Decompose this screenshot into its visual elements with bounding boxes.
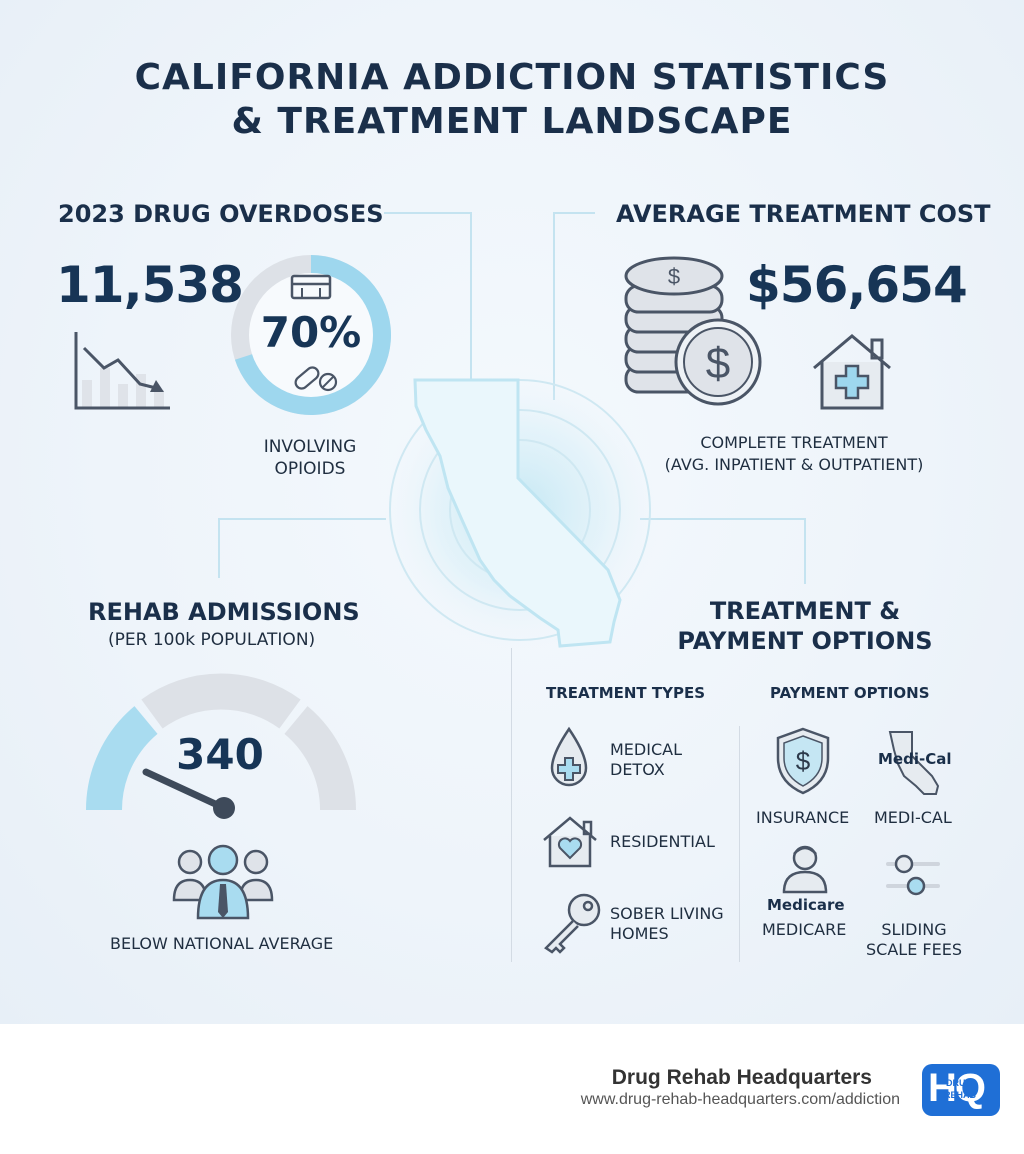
opioid-percent-ring — [231, 255, 391, 415]
house-medical-icon — [813, 334, 891, 410]
payment-sliding-scale: SLIDING SCALE FEES — [866, 920, 962, 960]
medicare-icon-label: Medicare — [767, 896, 845, 914]
admissions-heading: REHAB ADMISSIONS — [88, 598, 360, 626]
admissions-value: 340 — [176, 730, 264, 779]
connector-line — [553, 212, 555, 400]
connector-line — [218, 518, 386, 520]
opioid-caption-line-1: INVOLVING — [263, 437, 357, 457]
admissions-caption: BELOW NATIONAL AVERAGE — [110, 934, 334, 953]
svg-text:$: $ — [796, 746, 811, 776]
droplet-cross-icon — [550, 726, 588, 787]
payment-medicare: MEDICARE — [762, 920, 847, 939]
slider-icon — [886, 854, 940, 896]
brand-logo-small-2: REHAB — [944, 1090, 977, 1100]
svg-text:$: $ — [706, 339, 730, 388]
opioid-caption: INVOLVING OPIOIDS — [230, 436, 390, 480]
payment-label: SCALE FEES — [866, 940, 962, 959]
divider-line — [511, 648, 512, 962]
connector-line — [384, 212, 472, 214]
shield-dollar-icon: $ — [776, 727, 830, 795]
treatment-type-label: HOMES — [610, 924, 669, 943]
divider-line — [739, 726, 740, 962]
pill-bottle-icon — [290, 274, 332, 300]
overdose-count: 11,538 — [56, 256, 244, 314]
payment-options-heading: PAYMENT OPTIONS — [770, 684, 930, 702]
cost-heading: AVERAGE TREATMENT COST — [616, 200, 991, 228]
svg-text:$: $ — [668, 264, 680, 289]
treatment-type-label: MEDICAL — [610, 740, 682, 759]
treatment-type-residential: RESIDENTIAL — [610, 832, 715, 851]
declining-chart-icon — [74, 332, 170, 410]
admissions-subheading: (PER 100k POPULATION) — [108, 630, 316, 650]
admissions-gauge — [85, 673, 357, 819]
cost-caption: COMPLETE TREATMENT (AVG. INPATIENT & OUT… — [644, 432, 944, 476]
opioid-caption-line-2: OPIOIDS — [274, 459, 346, 479]
payment-insurance: INSURANCE — [756, 808, 850, 827]
footer-url[interactable]: www.drug-rehab-headquarters.com/addictio… — [580, 1091, 900, 1108]
connector-line — [640, 518, 806, 520]
treatment-cost: $56,654 — [746, 256, 968, 314]
cost-caption-line-1: COMPLETE TREATMENT — [700, 433, 888, 452]
treatment-type-sober-living: SOBER LIVING HOMES — [610, 904, 724, 944]
pills-icon — [294, 366, 338, 392]
connector-line — [804, 518, 806, 584]
title-line-1: CALIFORNIA ADDICTION STATISTICS — [134, 57, 890, 98]
house-heart-icon — [543, 816, 597, 868]
connector-line — [553, 212, 595, 214]
person-icon — [782, 845, 828, 894]
treatment-types-heading: TREATMENT TYPES — [546, 684, 706, 702]
options-heading-line-1: TREATMENT & — [709, 597, 901, 625]
options-heading-line-2: PAYMENT OPTIONS — [677, 627, 933, 655]
page-title: CALIFORNIA ADDICTION STATISTICS & TREATM… — [0, 56, 1024, 144]
footer-brand: Drug Rehab Headquarters — [611, 1066, 872, 1089]
treatment-type-label: SOBER LIVING — [610, 904, 724, 923]
treatment-type-label: DETOX — [610, 760, 665, 779]
california-map — [380, 370, 660, 650]
medi-cal-icon-label: Medi-Cal — [878, 750, 952, 768]
opioid-percent: 70% — [260, 308, 362, 357]
payment-medi-cal: MEDI-CAL — [874, 808, 952, 827]
overdoses-heading: 2023 DRUG OVERDOSES — [58, 200, 384, 228]
footer — [0, 1024, 1024, 1154]
options-heading: TREATMENT & PAYMENT OPTIONS — [640, 596, 970, 656]
brand-logo-small-1: DRUG — [946, 1078, 973, 1088]
treatment-type-detox: MEDICAL DETOX — [610, 740, 682, 780]
california-outline-icon — [888, 731, 940, 795]
title-line-2: & TREATMENT LANDSCAPE — [231, 101, 793, 142]
coins-icon: $ $ — [624, 256, 762, 406]
cost-caption-line-2: (AVG. INPATIENT & OUTPATIENT) — [664, 455, 924, 474]
brand-logo: HQ DRUG REHAB — [922, 1064, 1000, 1116]
people-icon — [172, 844, 274, 920]
brand-logo-text: HQ — [928, 1066, 986, 1110]
connector-line — [470, 212, 472, 380]
payment-label: SLIDING — [881, 920, 947, 939]
key-icon — [544, 893, 601, 954]
connector-line — [218, 518, 220, 578]
